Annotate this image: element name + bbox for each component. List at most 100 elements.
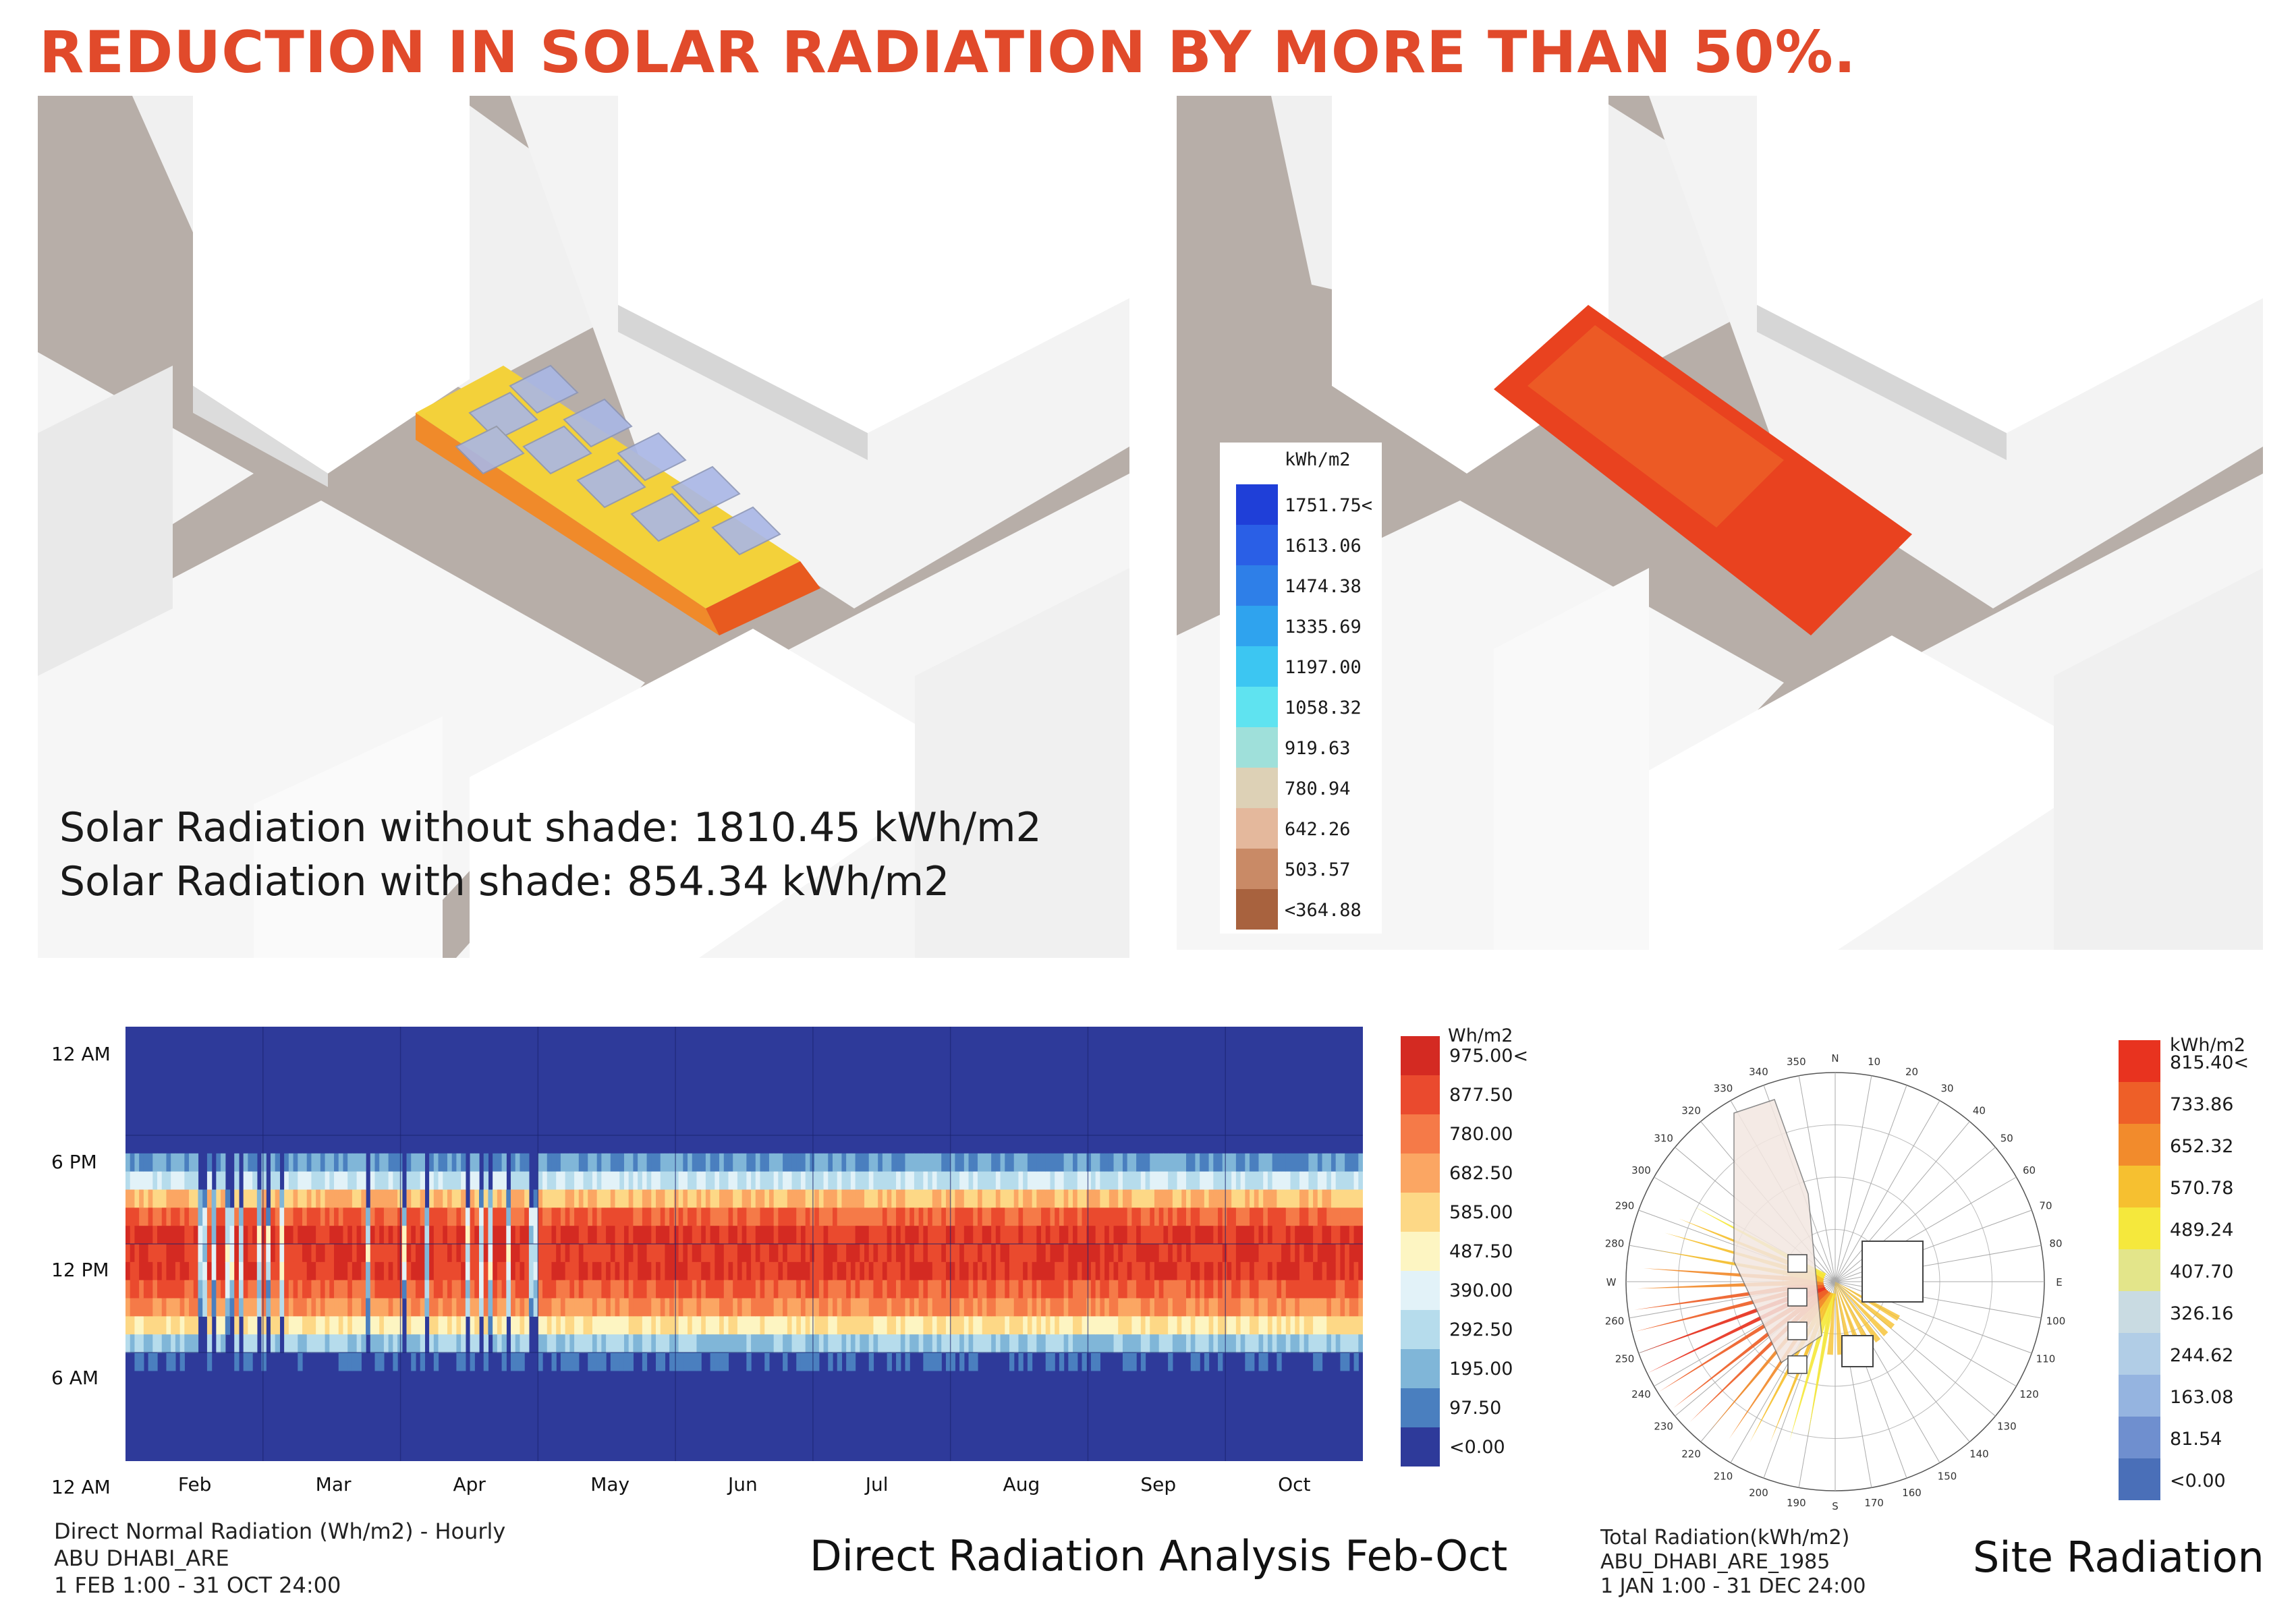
render-legend-swatch [1236, 768, 1278, 808]
sunrose-legend-unit: kWh/m2 [2170, 1035, 2246, 1056]
sunrose-legend-label: 244.62 [2170, 1345, 2234, 1366]
heatmap-cells [125, 1153, 1363, 1371]
sunrose-legend-label: <0.00 [2170, 1471, 2226, 1491]
rose-compass-label: 240 [1631, 1388, 1651, 1400]
heatmap-legend-unit: Wh/m2 [1448, 1025, 1513, 1046]
heatmap-legend-label: 292.50 [1449, 1319, 1513, 1340]
heatmap-legend-label: 877.50 [1449, 1085, 1513, 1106]
rose-compass-label: S [1832, 1500, 1839, 1512]
rose-compass-label: 260 [1605, 1315, 1625, 1328]
rose-building [1787, 1288, 1808, 1307]
rose-compass-label: 300 [1631, 1164, 1651, 1176]
rose-petal [1808, 1292, 1837, 1436]
rose-compass-label: 80 [2049, 1237, 2062, 1249]
heatmap-legend-swatch [1401, 1232, 1440, 1271]
rose-petal [1835, 1282, 1872, 1348]
heatmap-panel: 12 AM 6 PM 12 PM 6 AM 12 AM Feb Mar Apr May Jun J… [0, 998, 1552, 1605]
rose-compass-label: W [1606, 1276, 1617, 1288]
heatmap-legend-swatch [1401, 1310, 1440, 1349]
sunrose-legend-swatch [2119, 1249, 2160, 1291]
rose-compass-label: 60 [2023, 1164, 2036, 1176]
rose-compass-label: 120 [2019, 1388, 2039, 1400]
heatmap-x-tick: Jun [728, 1473, 758, 1496]
sunrose-legend-label: 815.40< [2170, 1052, 2249, 1073]
rose-compass-label: 190 [1787, 1497, 1806, 1509]
heatmap-x-tick: Apr [453, 1473, 486, 1496]
sunrose-legend-swatch [2119, 1417, 2160, 1458]
render-legend-label: 1751.75< [1285, 495, 1373, 516]
heatmap-y-tick: 6 PM [51, 1151, 97, 1173]
heatmap-x-tick: Jul [865, 1473, 889, 1496]
heatmap-legend-label: 97.50 [1449, 1398, 1502, 1419]
rose-petal [1789, 1292, 1835, 1442]
rose-petal [1827, 1282, 1835, 1355]
rose-compass-label: 290 [1615, 1199, 1635, 1212]
rose-spoke [1835, 1085, 1907, 1282]
render-legend-swatch [1236, 889, 1278, 930]
render-legend-swatch [1236, 727, 1278, 768]
rose-compass-label: 220 [1681, 1448, 1701, 1460]
sunrose-meta: Total Radiation(kWh/m2) ABU_DHABI_ARE_19… [1600, 1526, 1866, 1599]
rose-compass-label: 160 [1902, 1487, 1922, 1499]
render-legend-swatch [1236, 849, 1278, 889]
heatmap-x-tick: Aug [1003, 1473, 1040, 1496]
heatmap-legend-swatch [1401, 1075, 1440, 1114]
heatmap-legend-swatch [1401, 1388, 1440, 1427]
rose-spoke [1798, 1075, 1836, 1282]
heatmap-y-tick: 12 AM [51, 1043, 111, 1065]
rose-compass-label: 140 [1969, 1448, 1989, 1460]
heatmap-caption: Direct Radiation Analysis Feb-Oct [810, 1531, 1508, 1581]
rose-compass-label: 40 [1973, 1105, 1986, 1117]
heatmap-legend-label: 195.00 [1449, 1359, 1513, 1379]
direct-normal-radiation-heatmap [125, 1027, 1363, 1461]
heatmap-legend-label: <0.00 [1449, 1437, 1505, 1458]
rose-spoke [1835, 1121, 1970, 1282]
site-radiation-rose: N 10 20 30 40 50 60 70 80 E 100 110 120 130 140 150 160 1… [1605, 1052, 2066, 1512]
sunrose-legend-label: 489.24 [2170, 1220, 2234, 1241]
heatmap-x-tick: Oct [1278, 1473, 1311, 1496]
heatmap-legend: Wh/m2 975.00< 877.50 780.00 682.50 585.00 487… [1401, 1025, 1549, 1471]
rose-compass-label: 310 [1654, 1133, 1673, 1145]
sunrose-legend-swatch [2119, 1166, 2160, 1207]
rose-compass-label: 230 [1654, 1420, 1673, 1432]
render-legend-label: 642.26 [1285, 819, 1351, 840]
heatmap-meta-line-2: ABU DHABI_ARE [54, 1545, 229, 1571]
sunrose-legend-label: 570.78 [2170, 1178, 2234, 1199]
sunrose-legend-label: 733.86 [2170, 1094, 2234, 1115]
heatmap-legend-swatch [1401, 1427, 1440, 1467]
render-legend: kWh/m2 1751.75< 1613.06 1474.38 1335.69 1197… [1220, 443, 1382, 934]
rose-compass-label: N [1831, 1052, 1839, 1064]
render-legend-swatch [1236, 687, 1278, 727]
rose-compass-label: 150 [1938, 1471, 1957, 1483]
rose-compass-label: 340 [1749, 1066, 1768, 1078]
rose-compass-label: 200 [1749, 1487, 1768, 1499]
render-legend-label: 1197.00 [1285, 657, 1362, 678]
rose-building [1787, 1321, 1808, 1340]
render-legend-label: <364.88 [1285, 900, 1362, 921]
render-legend-label: 1474.38 [1285, 576, 1362, 597]
sunrose-legend-label: 407.70 [2170, 1261, 2234, 1282]
rose-spoke [1835, 1100, 1940, 1282]
render-legend-unit: kWh/m2 [1285, 449, 1351, 470]
render-legend-swatch [1236, 606, 1278, 646]
radiation-without-shade-text: Solar Radiation without shade: 1810.45 k… [59, 804, 1042, 851]
sunrose-legend-swatch [2119, 1458, 2160, 1500]
render-legend-label: 1613.06 [1285, 536, 1362, 557]
rose-compass-label: 170 [1864, 1497, 1884, 1509]
heatmap-legend-label: 585.00 [1449, 1202, 1513, 1223]
render-legend-swatch [1236, 565, 1278, 606]
heatmap-x-tick: May [590, 1473, 630, 1496]
heatmap-legend-swatch [1401, 1154, 1440, 1193]
render-legend-label: 1335.69 [1285, 617, 1362, 637]
heatmap-legend-swatch [1401, 1036, 1440, 1075]
sunrose-meta-line-3: 1 JAN 1:00 - 31 DEC 24:00 [1600, 1574, 1866, 1598]
render-legend-label: 1058.32 [1285, 697, 1362, 718]
heatmap-y-tick: 12 PM [51, 1259, 109, 1281]
heatmap-meta-line-1: Direct Normal Radiation (Wh/m2) - Hourly [54, 1518, 506, 1544]
sunrose-legend-swatch [2119, 1375, 2160, 1417]
heatmap-meta-line-3: 1 FEB 1:00 - 31 OCT 24:00 [54, 1572, 341, 1598]
render-legend-swatch [1236, 484, 1278, 525]
heatmap-legend-label: 487.50 [1449, 1241, 1513, 1262]
rose-petal [1835, 1282, 1864, 1352]
rose-compass-label: 100 [2046, 1315, 2066, 1328]
